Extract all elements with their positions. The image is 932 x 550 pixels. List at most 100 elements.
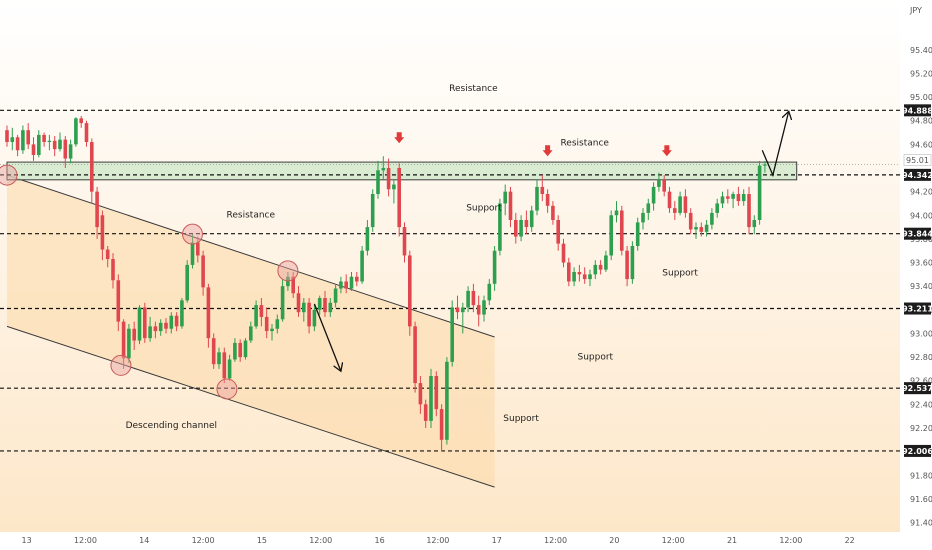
current-price-label: 95.01 [906, 156, 929, 165]
annotation-label: Descending channel [126, 421, 217, 431]
x-axis-tick-label: 12:00 [192, 536, 215, 545]
annotation-label: Support [503, 414, 539, 424]
candle-body [413, 326, 417, 384]
red-down-arrow [661, 145, 672, 157]
candle-body [31, 144, 36, 155]
touch-point-circle [0, 164, 18, 186]
candle-body [127, 328, 131, 359]
level-price-tag [904, 382, 931, 395]
candle-body [143, 307, 147, 339]
candle-body [492, 250, 497, 284]
candle-body [201, 255, 205, 288]
candle-body [625, 250, 629, 280]
candle-body [15, 137, 20, 151]
candle-body [731, 194, 735, 199]
candle-body [206, 287, 211, 339]
candle-body [710, 212, 714, 225]
candle-body [121, 321, 126, 359]
candle-body [673, 208, 677, 213]
candle-body [296, 293, 301, 313]
candle-body [678, 196, 682, 213]
candle-body [514, 220, 518, 237]
candle-body [100, 215, 105, 250]
candle-body [95, 191, 99, 228]
channel-lower-line [6, 325, 495, 488]
candle-body [540, 186, 545, 194]
candle-body [185, 264, 189, 301]
candle-body [482, 300, 486, 315]
candle-body [355, 276, 359, 282]
candle-body [620, 210, 624, 251]
candle-body [582, 274, 587, 280]
candle-body [339, 281, 343, 289]
candle-body [630, 246, 635, 280]
level-price-tag [904, 302, 931, 315]
annotation-label: Resistance [560, 139, 609, 149]
candle-body [683, 196, 688, 213]
candle-body [699, 227, 704, 232]
candle-body [307, 302, 311, 327]
candle-body [317, 298, 322, 310]
y-axis-tick-label: 95.000 [910, 93, 932, 102]
y-axis-tick-label: 93.400 [910, 282, 932, 291]
x-axis-tick-label: 12:00 [309, 536, 332, 545]
y-axis-tick-label: 91.600 [910, 495, 932, 504]
candle-body [264, 316, 269, 332]
annotation-label: Support [662, 269, 698, 279]
candle-body [52, 140, 57, 150]
candle-body [466, 290, 470, 308]
x-axis-tick-label: 12:00 [662, 536, 685, 545]
candle-body [498, 203, 502, 251]
y-axis-tick-label: 93.000 [910, 329, 932, 338]
y-axis-tick-label: 91.400 [910, 519, 932, 528]
candle-body [249, 326, 253, 341]
x-axis-tick-label: 21 [727, 536, 737, 545]
candle-body [132, 328, 136, 341]
level-price-tag [904, 444, 931, 457]
candle-body [535, 186, 539, 211]
candle-body [577, 272, 582, 275]
candle-body [572, 272, 576, 282]
candle-body [662, 179, 666, 192]
channel-upper-line [6, 174, 495, 338]
touch-point-circle [182, 223, 203, 245]
candle-body [471, 290, 476, 306]
candle-body [323, 298, 327, 313]
candle-body [556, 220, 560, 244]
candle-body [370, 194, 375, 228]
y-axis-tick-label: 93.600 [910, 259, 932, 268]
candle-body [312, 309, 317, 327]
y-axis-tick-label: 94.800 [910, 117, 932, 126]
candle-body [227, 359, 232, 379]
candle-body [233, 342, 237, 360]
candle-body [757, 165, 762, 220]
red-down-arrow [394, 132, 405, 144]
x-axis-tick-label: 20 [609, 536, 619, 545]
candle-body [423, 404, 428, 421]
candle-body [180, 300, 184, 327]
annotation-label: Support [578, 352, 614, 362]
price-axis-background [900, 0, 932, 550]
annotation-label: Support [466, 204, 502, 214]
x-axis-tick-label: 22 [845, 536, 855, 545]
candle-body [392, 184, 396, 190]
candle-body [58, 139, 62, 150]
candle-body [646, 203, 651, 213]
candle-body [63, 139, 68, 159]
candle-body [503, 191, 507, 204]
candle-body [111, 259, 115, 281]
candle-body [461, 307, 465, 313]
y-axis-tick-label: 94.600 [910, 140, 932, 149]
y-axis-tick-label: 95.400 [910, 46, 932, 55]
candle-body [445, 361, 449, 440]
candle-body [302, 302, 306, 313]
candle-body [291, 276, 295, 294]
candle-body [614, 210, 619, 216]
candle-body [476, 305, 481, 315]
candle-body [667, 191, 672, 209]
candle-body [90, 142, 94, 192]
candle-body [726, 196, 730, 199]
candle-body [10, 137, 15, 142]
